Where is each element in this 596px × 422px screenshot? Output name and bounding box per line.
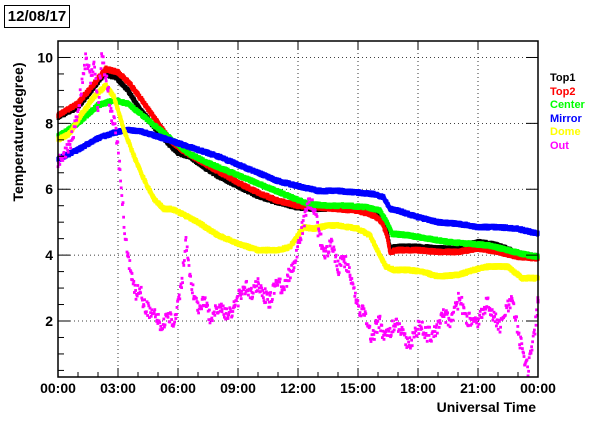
series-layer xyxy=(56,52,540,378)
data-point xyxy=(385,234,390,240)
grid-lines xyxy=(58,41,538,377)
data-point xyxy=(387,244,391,249)
data-point xyxy=(138,93,142,99)
data-point xyxy=(386,237,390,242)
date-label: 12/08/17 xyxy=(4,5,70,28)
data-point xyxy=(382,224,386,229)
